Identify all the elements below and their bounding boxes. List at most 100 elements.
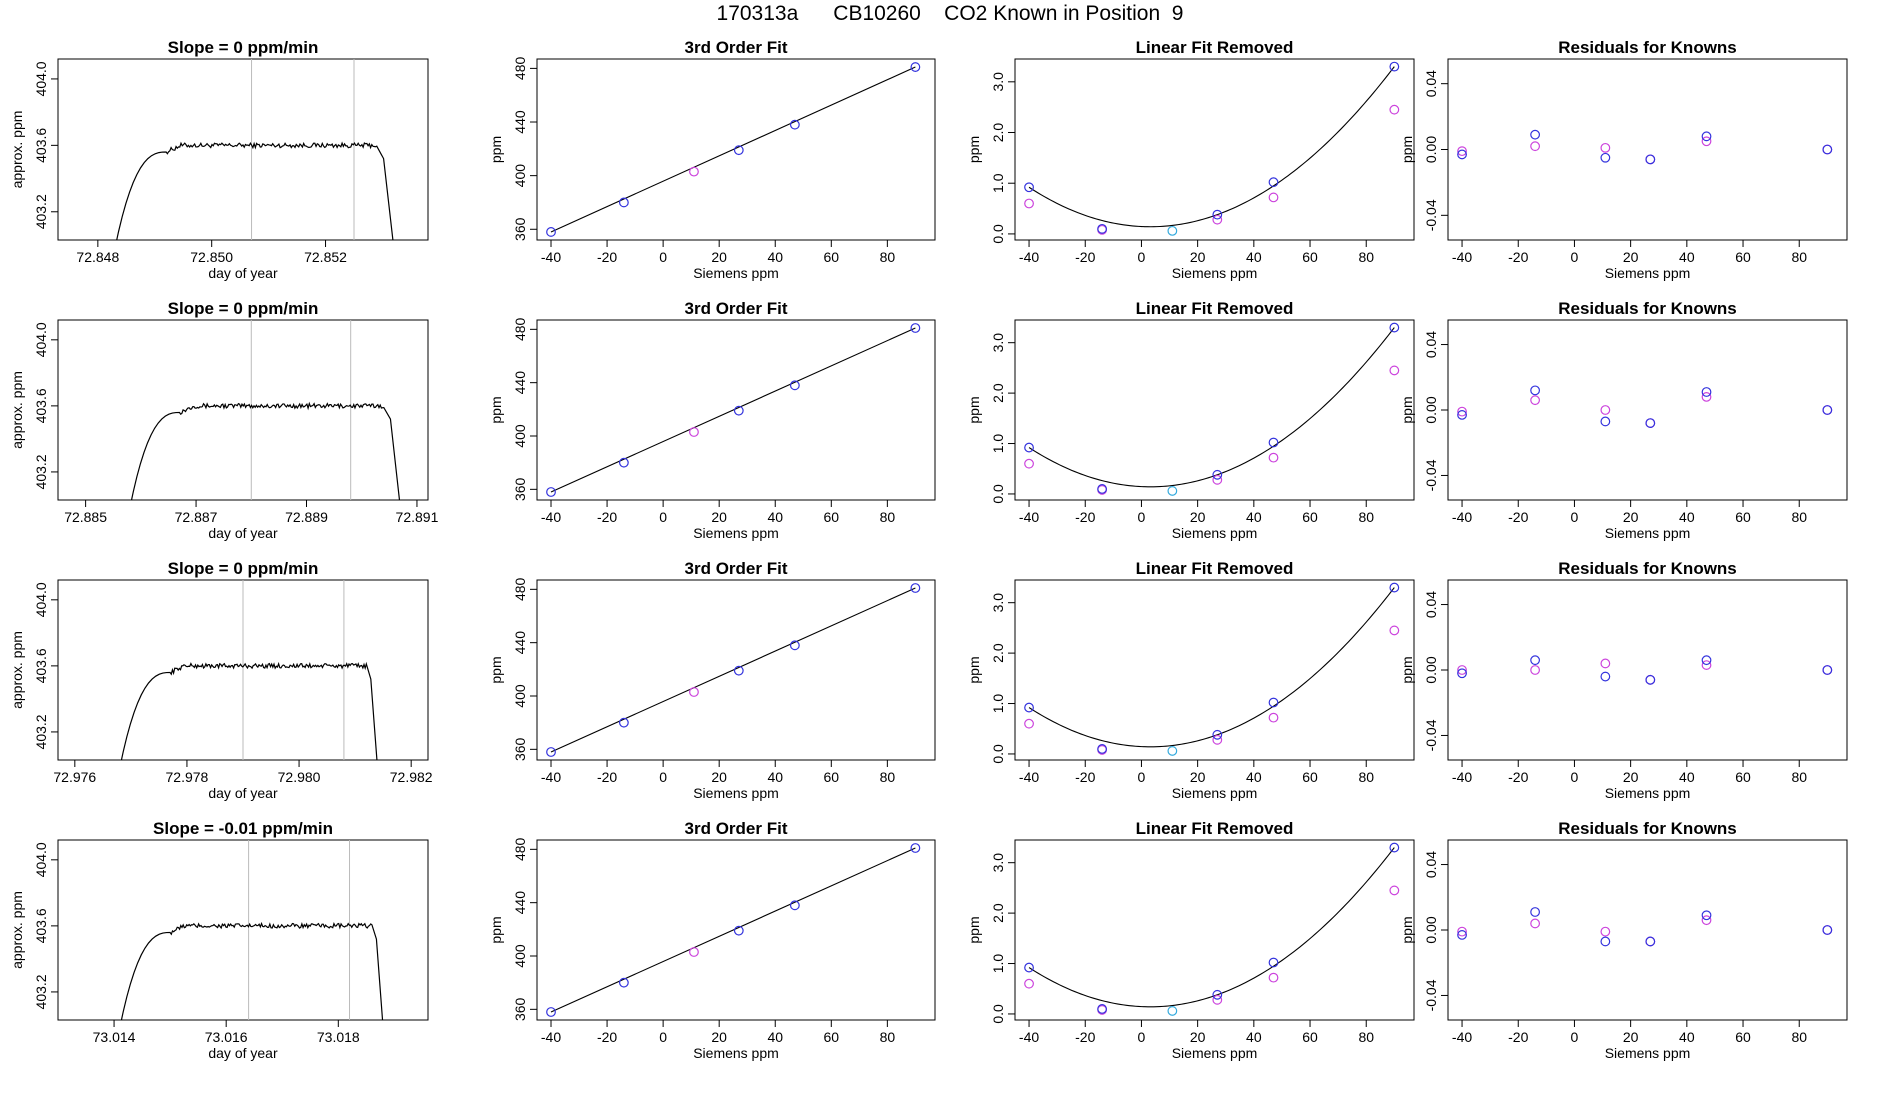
magenta-point: [1701, 392, 1712, 402]
blue-point: [733, 405, 744, 416]
blue-point: [910, 843, 921, 853]
x-tick-label: -20: [1075, 769, 1095, 785]
x-tick-label: 20: [1623, 1029, 1639, 1045]
x-tick-label: 80: [1791, 1029, 1807, 1045]
panel-r2-c2: 3rd Order Fit -40 -20 0 20 40 60 80 360 400 440 480…: [488, 299, 936, 541]
x-tick-label: 20: [711, 509, 727, 525]
magenta-point: [1530, 395, 1541, 406]
plot-frame: [1447, 579, 1848, 761]
x-axis-label: day of year: [208, 525, 278, 541]
panel-title: Linear Fit Removed: [1136, 819, 1294, 838]
y-axis-label: ppm: [488, 916, 504, 943]
magenta-point: [1457, 926, 1467, 937]
y-tick-label: 440: [512, 110, 528, 134]
panel-r3-c4: Residuals for Knowns -40 -20 0 20 40 60 80 -0.04…: [1399, 559, 1848, 801]
y-tick-label: 360: [512, 997, 528, 1021]
concentration-trace: [130, 401, 401, 500]
blue-point: [1268, 697, 1279, 708]
blue-point: [618, 717, 629, 728]
x-tick-label: 40: [1679, 249, 1695, 265]
y-axis-label: ppm: [488, 656, 504, 683]
y-tick-label: 440: [512, 631, 528, 655]
magenta-point: [689, 427, 699, 437]
blue-point: [910, 323, 921, 333]
x-axis-label: Siemens ppm: [1172, 785, 1258, 801]
magenta-point: [1701, 660, 1712, 670]
plot-frame: [57, 839, 429, 1021]
x-tick-label: 80: [880, 1029, 896, 1045]
blue-point: [1212, 209, 1223, 220]
x-tick-label: 20: [1623, 769, 1639, 785]
y-tick-label: 404.0: [33, 582, 49, 617]
magenta-point: [1024, 458, 1034, 469]
plot-area: [546, 583, 921, 757]
magenta-point: [689, 166, 699, 177]
plot-frame: [536, 58, 936, 241]
y-tick-label: 480: [512, 577, 528, 601]
y-tick-label: 400: [512, 684, 528, 708]
y-tick-label: 440: [512, 891, 528, 915]
blue-point: [1024, 442, 1034, 453]
x-tick-label: -20: [1508, 249, 1528, 265]
x-tick-label: 80: [1358, 769, 1374, 785]
plot-frame: [1014, 579, 1415, 761]
x-tick-label: -20: [1075, 249, 1095, 265]
x-tick-label: 60: [1302, 1029, 1318, 1045]
panel-r1-c1: Slope = 0 ppm/min 72.848 72.850 72.852 403.2…: [9, 38, 429, 281]
x-tick-label: -20: [1075, 509, 1095, 525]
x-tick-label: 60: [824, 769, 840, 785]
y-tick-label: 403.2: [33, 974, 49, 1009]
x-tick-label: 80: [1358, 509, 1374, 525]
x-tick-label: 60: [1302, 509, 1318, 525]
panel-r1-c2: 3rd Order Fit -40 -20 0 20 40 60 80 360 400 440 480…: [488, 38, 936, 281]
blue-point: [1822, 665, 1833, 675]
y-axis-label: ppm: [488, 136, 504, 163]
panel-title: Residuals for Knowns: [1558, 299, 1737, 318]
y-tick-label: 3.0: [990, 593, 1006, 613]
x-axis-label: Siemens ppm: [1605, 1045, 1691, 1061]
blue-point: [1530, 655, 1541, 666]
x-axis-label: Siemens ppm: [1605, 265, 1691, 281]
blue-point: [618, 197, 629, 208]
plot-area: [546, 62, 921, 237]
blue-point: [1457, 668, 1467, 679]
y-tick-label: 0.00: [1423, 396, 1439, 423]
y-axis-label: approx. ppm: [9, 631, 25, 709]
y-tick-label: 360: [512, 477, 528, 501]
x-axis-label: Siemens ppm: [1172, 1045, 1258, 1061]
x-tick-label: 20: [1190, 509, 1206, 525]
blue-point: [1268, 957, 1279, 968]
cyan-point: [1167, 225, 1178, 236]
panel-r2-c3: Linear Fit Removed -40 -20 0 20 40 60 80 0.0 1.0 2…: [966, 299, 1415, 541]
magenta-point: [689, 947, 699, 957]
y-tick-label: 2.0: [990, 903, 1006, 923]
x-tick-label: 0: [1138, 1029, 1146, 1045]
y-tick-label: 1.0: [990, 173, 1006, 193]
x-tick-label: 72.887: [175, 509, 218, 525]
blue-point: [1097, 223, 1108, 234]
y-tick-label: 400: [512, 944, 528, 968]
x-tick-label: 0: [1138, 249, 1146, 265]
plot-area: [1457, 907, 1833, 947]
blue-point: [1389, 842, 1400, 853]
blue-point: [733, 665, 744, 676]
y-tick-label: 2.0: [990, 383, 1006, 403]
x-tick-label: 0: [1571, 769, 1579, 785]
panel-title: 3rd Order Fit: [685, 559, 788, 578]
y-tick-label: 0.00: [1423, 136, 1439, 163]
panel-r1-c3: Linear Fit Removed -40 -20 0 20 40 60 80 0.0 1.0 2…: [966, 38, 1415, 281]
x-tick-label: 60: [824, 509, 840, 525]
plot-frame: [536, 319, 936, 501]
panel-r3-c1: Slope = 0 ppm/min 72.976 72.978 72.980 72.98…: [9, 559, 433, 801]
plot-frame: [57, 58, 429, 241]
y-tick-label: 0.04: [1423, 851, 1439, 878]
x-tick-label: 60: [824, 249, 840, 265]
x-tick-label: 60: [1735, 509, 1751, 525]
y-tick-label: -0.04: [1423, 199, 1439, 231]
y-tick-label: 0.0: [990, 224, 1006, 244]
blue-point: [910, 583, 921, 593]
magenta-point: [1212, 994, 1223, 1005]
x-tick-label: 72.978: [166, 769, 209, 785]
blue-point: [733, 925, 744, 936]
